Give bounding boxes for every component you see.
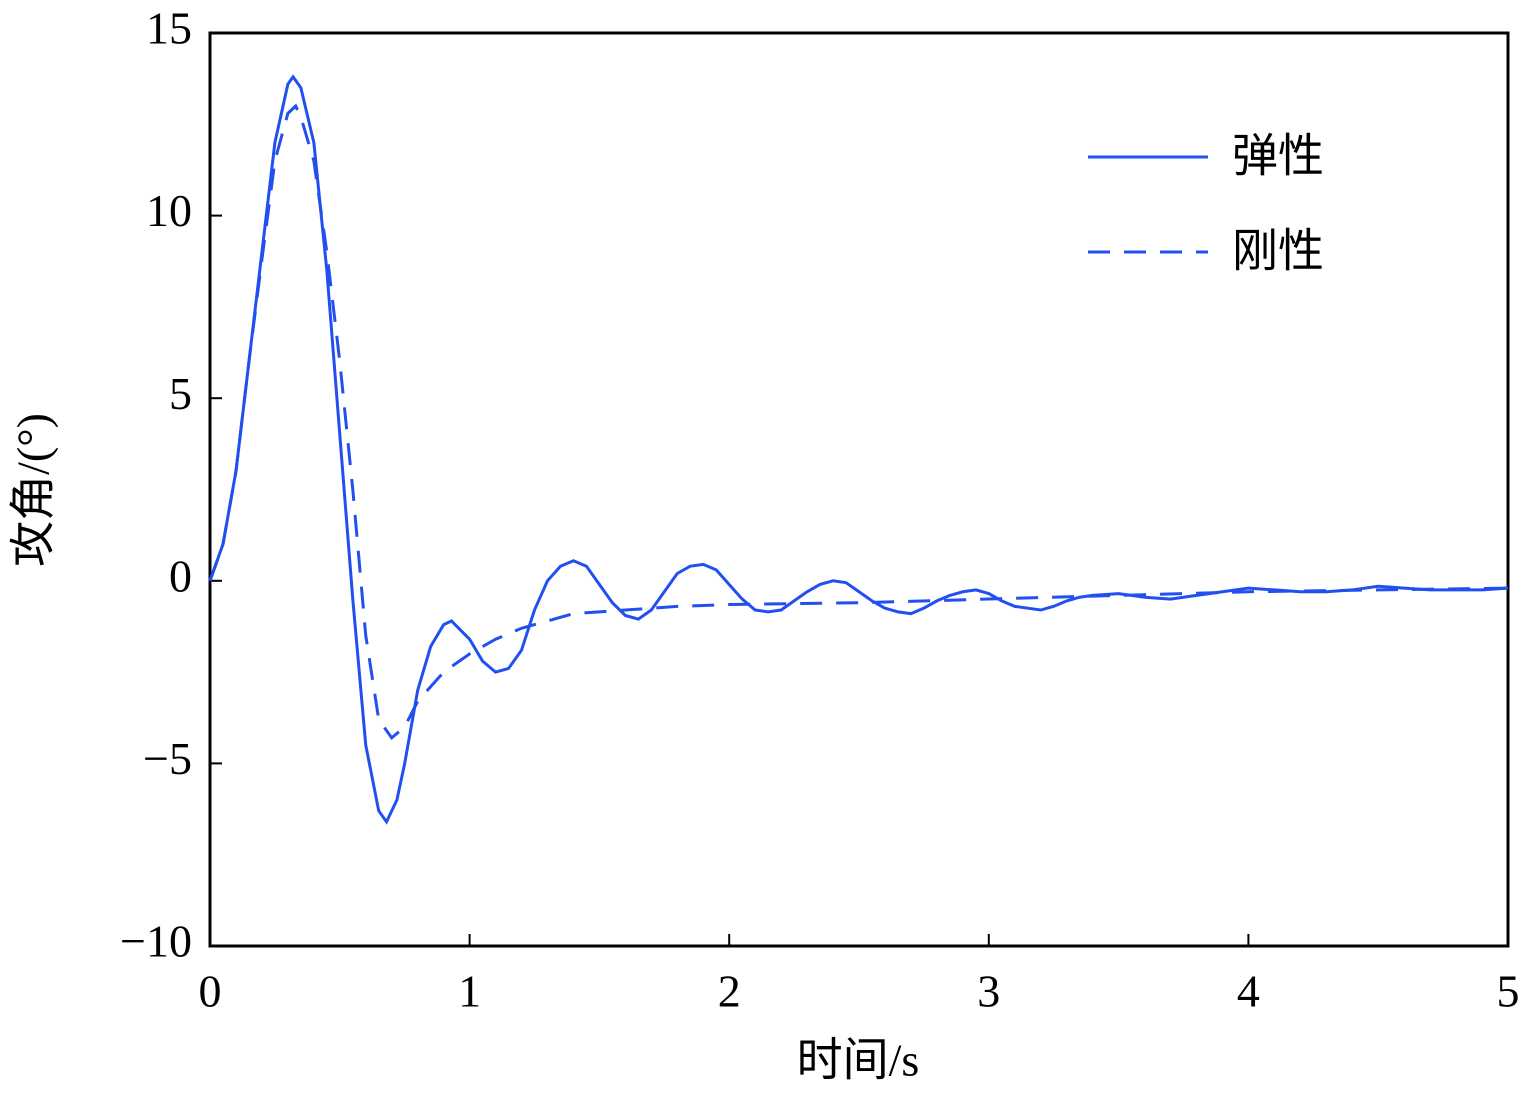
plot-frame bbox=[208, 31, 1510, 948]
y-tick-label: 5 bbox=[169, 368, 192, 419]
y-tick-label: 0 bbox=[169, 550, 192, 601]
x-tick-label: 4 bbox=[1237, 966, 1260, 1017]
y-tick-label: 10 bbox=[146, 185, 192, 236]
x-tick-label: 0 bbox=[199, 966, 222, 1017]
legend-label: 刚性 bbox=[1232, 226, 1324, 277]
y-axis-label: 攻角/(°) bbox=[8, 413, 59, 567]
x-tick-label: 2 bbox=[718, 966, 741, 1017]
y-tick-label: 15 bbox=[146, 3, 192, 54]
y-tick-label: −10 bbox=[120, 916, 192, 967]
legend-label: 弹性 bbox=[1232, 131, 1324, 182]
line-series bbox=[208, 103, 1509, 741]
x-tick-label: 3 bbox=[977, 966, 1000, 1017]
x-axis-label: 时间/s bbox=[797, 1035, 920, 1086]
x-tick-label: 1 bbox=[458, 966, 481, 1017]
y-tick-label: −5 bbox=[143, 733, 192, 784]
x-tick-label: 5 bbox=[1497, 966, 1520, 1017]
line-series bbox=[208, 74, 1509, 825]
